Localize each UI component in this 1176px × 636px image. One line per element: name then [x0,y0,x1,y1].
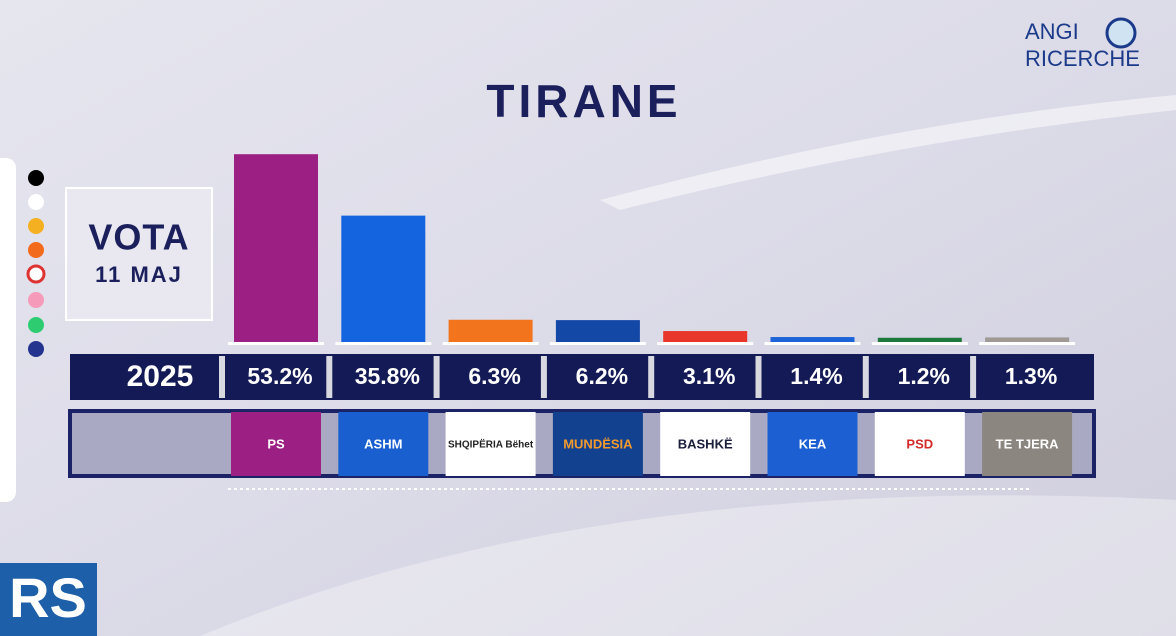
label-box [65,187,213,321]
separator [326,356,333,398]
bar-base [228,342,324,345]
party-logo [874,412,965,476]
bar-base [871,342,968,345]
separator [970,356,977,398]
party-name: ASHM [364,436,402,451]
party-name: TE TJERA [996,436,1059,451]
party-name: BASHKË [678,436,733,451]
party-logo [338,412,429,476]
label: VOTA [88,217,189,258]
party-logo [660,412,751,476]
bar-base [442,342,539,345]
value-label: 6.2% [576,363,628,389]
chart-title: TIRANE [486,75,681,127]
separator [540,356,547,398]
bar [448,319,533,342]
separator [648,356,655,398]
party-name: SHQIPËRIA Bëhet [448,438,534,451]
bar-base [764,342,861,345]
bar [555,320,640,342]
bar [341,215,426,342]
pollster-name: ANGI [1025,19,1079,44]
channel-name: RS [9,566,87,629]
pollster-name: RICERCHE [1025,46,1140,71]
bar-base [549,342,646,345]
color-palette [26,170,46,357]
channel-logo [0,563,97,636]
value-label: 1.2% [898,363,950,389]
separator [755,356,762,398]
party-logo [552,412,643,476]
party-logo [445,412,536,476]
party-logo [982,412,1073,476]
bar [663,331,748,342]
bar-base [979,342,1076,345]
value-label: 53.2% [247,363,312,389]
value-label: 35.8% [355,363,420,389]
bar-base [657,342,754,345]
separator [219,356,225,398]
value-label: 1.3% [1005,363,1057,389]
toolbar [0,158,16,502]
value-label: 1.4% [790,363,842,389]
value-row [70,354,1094,400]
separator [433,356,440,398]
decor [600,95,1176,210]
separator [862,356,869,398]
date: 11 MAJ [95,262,183,287]
party-logo [767,412,858,476]
bar [770,337,855,342]
bar [234,154,318,342]
party-name: KEA [799,436,827,451]
party-logo [231,412,321,476]
year: 2025 [127,360,194,393]
bar [877,337,962,342]
party-name: PSD [906,436,933,451]
party-name: PS [267,436,285,451]
bar-base [335,342,432,345]
bar [985,337,1070,342]
party-name: MUNDËSIA [563,436,633,451]
decor [200,495,1176,636]
value-label: 6.3% [468,363,520,389]
value-label: 3.1% [683,363,735,389]
pollster-icon [1105,17,1137,49]
